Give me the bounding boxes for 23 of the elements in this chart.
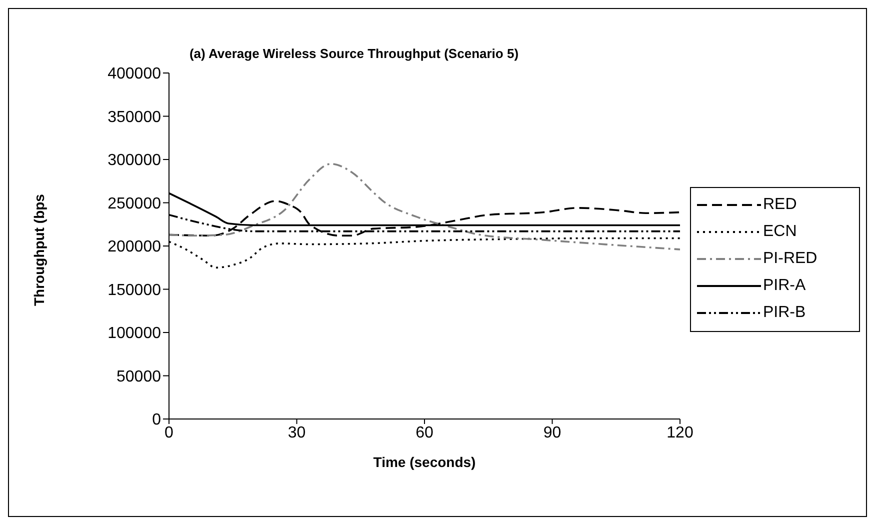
legend-label: RED bbox=[763, 196, 797, 214]
y-tick-label: 300000 bbox=[108, 152, 162, 170]
y-tick-label: 150000 bbox=[108, 282, 162, 299]
legend-label: PIR-A bbox=[763, 277, 806, 295]
y-tick-label: 100000 bbox=[108, 325, 162, 342]
y-tick-label: 200000 bbox=[108, 238, 162, 256]
chart-title: (a) Average Wireless Source Throughput (Scenario 5) bbox=[188, 46, 520, 61]
x-tick-label: 30 bbox=[288, 424, 306, 442]
legend-label: PIR-B bbox=[763, 304, 806, 322]
legend-label: ECN bbox=[763, 223, 797, 241]
x-tick-label: 0 bbox=[164, 424, 174, 442]
x-tick-label: 90 bbox=[543, 424, 562, 442]
y-tick-label: 400000 bbox=[108, 66, 162, 83]
y-tick-label: 0 bbox=[152, 412, 162, 429]
x-tick-label: 120 bbox=[666, 424, 694, 442]
line-series bbox=[169, 162, 680, 250]
y-tick-label: 350000 bbox=[108, 108, 162, 126]
y-axis-title: Throughput (bps bbox=[30, 194, 47, 306]
x-axis-title: Time (seconds) bbox=[373, 454, 476, 470]
legend-label: PI-RED bbox=[763, 250, 818, 268]
y-tick-label: 50000 bbox=[116, 368, 162, 386]
y-tick-label: 250000 bbox=[108, 195, 162, 212]
x-tick-label: 60 bbox=[416, 424, 434, 442]
